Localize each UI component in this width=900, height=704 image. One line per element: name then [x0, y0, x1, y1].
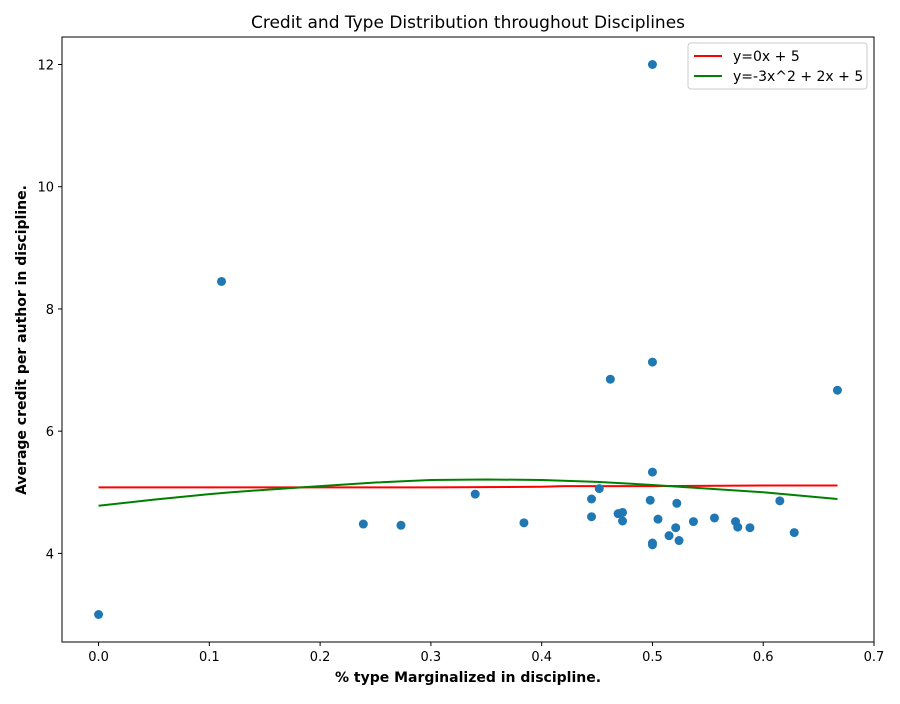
fit-lines: [98, 478, 838, 507]
plot-area-frame: [61, 36, 875, 643]
scatter-point: [594, 484, 604, 494]
scatter-point: [789, 528, 799, 538]
scatter-point: [672, 498, 682, 508]
scatter-point: [618, 516, 628, 526]
scatter-point: [745, 523, 755, 533]
scatter-point: [664, 531, 674, 541]
legend-label-green: y=-3x^2 + 2x + 5: [733, 69, 863, 85]
y-tick-label: 6: [46, 425, 54, 440]
line-series-red: [98, 484, 838, 489]
x-tick-label: 0.0: [88, 650, 109, 665]
data-points: [94, 60, 842, 619]
scatter-point: [674, 536, 684, 546]
legend-label-red: y=0x + 5: [733, 49, 800, 65]
scatter-point: [645, 495, 655, 505]
x-tick-label: 0.7: [864, 650, 885, 665]
scatter-point: [94, 610, 104, 619]
scatter-point: [605, 374, 615, 384]
scatter-point: [587, 494, 597, 504]
scatter-point: [618, 507, 628, 517]
y-tick-label: 12: [37, 59, 54, 74]
x-axis-label: % type Marginalized in discipline.: [335, 670, 601, 686]
y-axis-label: Average credit per author in discipline.: [14, 185, 30, 495]
scatter-point: [775, 496, 785, 506]
scatter-point: [688, 517, 698, 527]
scatter-point: [671, 523, 681, 533]
x-tick-label: 0.1: [199, 650, 220, 665]
scatter-point: [733, 522, 743, 532]
scatter-point: [396, 520, 406, 530]
scatter-point: [647, 60, 657, 69]
scatter-point: [358, 519, 368, 529]
scatter-point: [709, 513, 719, 523]
y-axis: 4 6 8 10 12: [37, 59, 62, 562]
y-tick-label: 10: [37, 181, 54, 196]
scatter-point: [647, 357, 657, 367]
legend: y=0x + 5 y=-3x^2 + 2x + 5: [687, 42, 868, 90]
scatter-point: [647, 540, 657, 550]
x-tick-label: 0.3: [421, 650, 442, 665]
scatter-point: [653, 514, 663, 524]
x-tick-label: 0.4: [531, 650, 552, 665]
x-tick-label: 0.2: [310, 650, 331, 665]
scatter-point: [832, 385, 842, 395]
x-axis: 0.0 0.1 0.2 0.3 0.4 0.5 0.6 0.7: [88, 642, 884, 665]
legend-box: [687, 42, 868, 90]
y-tick-label: 4: [46, 547, 54, 562]
chart-title: Credit and Type Distribution throughout …: [251, 13, 685, 33]
x-tick-label: 0.6: [753, 650, 774, 665]
scatter-point: [587, 512, 597, 522]
line-series-green: [98, 478, 838, 507]
y-tick-label: 8: [46, 303, 54, 318]
x-tick-label: 0.5: [642, 650, 663, 665]
scatter-point: [647, 467, 657, 477]
scatter-point: [217, 276, 227, 286]
scatter-point: [519, 518, 529, 528]
scatter-point: [470, 489, 480, 499]
